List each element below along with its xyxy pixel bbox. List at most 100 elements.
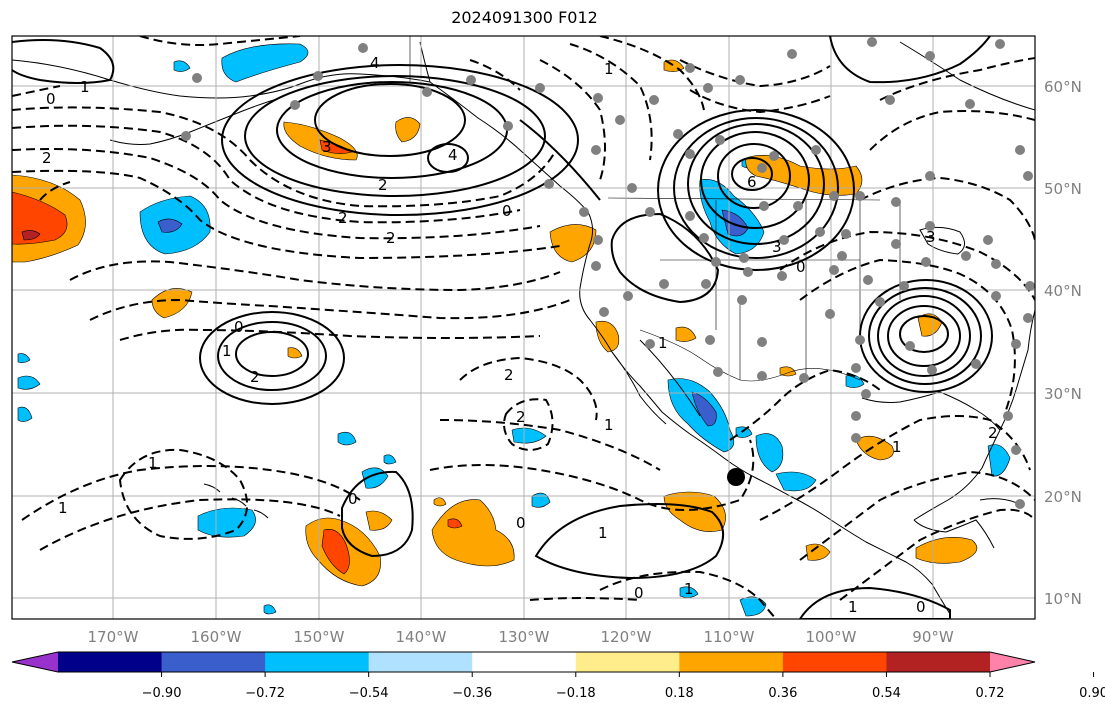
map-frame (11, 35, 1036, 620)
contour-label: 2 (386, 229, 396, 247)
hudson-bay (899, 41, 1035, 111)
colorbar-tick-label: 0.72 (976, 686, 1005, 701)
cold-anomaly-region (735, 426, 753, 438)
lon-tick-label: 100°W (806, 628, 857, 646)
lon-tick-label: 160°W (191, 628, 242, 646)
contour-label: 0 (348, 490, 358, 508)
colorbar-segment (679, 652, 784, 672)
southeast-high-contour (899, 315, 949, 353)
contour-label: 1 (604, 416, 614, 434)
contour-label: 2 (378, 176, 388, 194)
station-markers (181, 37, 1035, 509)
strong-warm-anomaly-region (447, 518, 463, 529)
colorbar-segment (886, 652, 991, 672)
contour-label: 2 (504, 366, 514, 384)
contour-label: 1 (892, 438, 902, 456)
contour-label: 3 (926, 228, 936, 246)
contour-label: 4 (448, 146, 458, 164)
cold-anomaly-region (531, 492, 551, 508)
colorbar-segment (472, 652, 577, 672)
lat-tick-label: 50°N (1044, 180, 1082, 198)
warm-anomaly-region (675, 326, 697, 342)
warm-anomaly-region (365, 510, 393, 531)
warm-anomaly-region (549, 224, 597, 263)
pacific-jet-contour (519, 119, 601, 201)
warm-anomaly-region (433, 497, 447, 507)
gulf-alaska-high-contour (314, 83, 466, 157)
lon-tick-label: 140°W (396, 628, 447, 646)
colorbar-outline (11, 651, 1036, 673)
contour-label: 0 (516, 514, 526, 532)
alaska-coastline (12, 59, 431, 99)
contour-labels: 4 3 4 2 2 0 1 2 6 3 0 2 1 0 2 1 1 0 1 1 … (42, 54, 998, 616)
colorbar-segment (575, 652, 680, 672)
contour-label: 1 (148, 454, 158, 472)
colorbar-segment (782, 652, 887, 672)
contour-label: 3 (772, 238, 782, 256)
lat-tick-labels: 60°N 50°N 40°N 30°N 20°N 10°N (1044, 78, 1082, 608)
subtropical-high-contour (217, 321, 327, 391)
east-coast-coastline (999, 309, 1035, 431)
cold-anomaly-region (337, 431, 357, 446)
cold-anomaly-region (775, 471, 817, 492)
cold-anomaly-region (755, 433, 784, 473)
contour-label: 0 (46, 90, 56, 108)
warm-anomaly-region (915, 537, 978, 564)
tropical-pacific-contour (798, 586, 951, 619)
cold-anomaly-region (173, 60, 191, 72)
contour-label: 2 (516, 408, 526, 426)
warm-anomaly-region (855, 435, 894, 461)
hawaii-contour (341, 470, 414, 558)
tropical-pacific-contour (534, 503, 724, 580)
colorbar-segment (265, 652, 370, 672)
colorbar-tick-label: 0.36 (768, 686, 797, 701)
contour-label: 1 (80, 78, 90, 96)
rockies-high-contour (700, 131, 810, 229)
cold-anomaly-region (511, 427, 547, 444)
warm-anomaly-region (595, 320, 620, 353)
negative-contours (12, 36, 1035, 619)
contour-label: 1 (848, 598, 858, 616)
rockies-high-contour (687, 123, 825, 245)
contour-label: 1 (684, 580, 694, 598)
cold-anomaly-region (221, 43, 309, 83)
great-lakes (919, 226, 965, 255)
cold-anomaly-region (263, 604, 277, 615)
northern-canada-contour (829, 36, 991, 84)
baja-peninsula-coastline (611, 351, 667, 425)
warm-anomaly-region (21, 230, 41, 241)
colorbar-tick-label: 0.54 (872, 686, 901, 701)
contour-label: 2 (338, 209, 348, 227)
contour-label: 1 (604, 60, 614, 78)
cold-anomaly-region (383, 454, 397, 465)
subtropical-high-contour (199, 311, 345, 405)
contour-label: 0 (916, 598, 926, 616)
contour-label: 3 (322, 138, 332, 156)
cold-anomaly-region (17, 375, 41, 390)
colorbar-tick-label: −0.36 (452, 686, 492, 701)
colorbar-tick-label: 0.18 (665, 686, 694, 701)
aleutian-islands (109, 97, 281, 145)
lat-tick-label: 10°N (1044, 590, 1082, 608)
southeast-high-contour (877, 295, 971, 377)
colorbar-min-extension (12, 652, 58, 672)
map-title: 2024091300 F012 (451, 8, 598, 27)
lat-tick-label: 40°N (1044, 282, 1082, 300)
warm-anomaly-region (805, 543, 831, 561)
gulf-alaska-high-contour (427, 143, 469, 173)
colorbar-tick-label: 0.90 (1079, 686, 1105, 701)
subtropical-high-contour (235, 331, 309, 377)
contour-label: 1 (658, 334, 668, 352)
rockies-high-contour (610, 212, 720, 304)
bering-contour (12, 39, 115, 84)
lon-tick-labels: 170°W 160°W 150°W 140°W 130°W 120°W 110°… (88, 628, 954, 646)
contour-label: 2 (250, 368, 260, 386)
cold-anomaly-region (17, 353, 31, 363)
rockies-high-contour (717, 143, 791, 209)
storm-center-marker (727, 468, 745, 486)
warm-anomaly-region (287, 347, 303, 359)
yucatan-coastline (913, 519, 995, 549)
cold-anomaly-region (17, 406, 33, 422)
southeast-high-contour (887, 305, 961, 367)
lat-tick-label: 30°N (1044, 385, 1082, 403)
